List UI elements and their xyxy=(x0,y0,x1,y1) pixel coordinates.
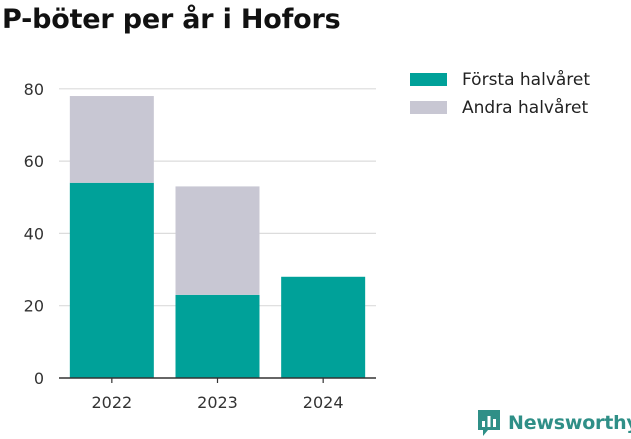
chart-title: P-böter per år i Hofors xyxy=(2,4,341,35)
newsworthy-brand: Newsworthy xyxy=(476,408,631,438)
legend-label-0: Första halvåret xyxy=(462,69,590,90)
bar-2024-series-0 xyxy=(281,276,366,378)
x-tick-label-2022: 2022 xyxy=(91,393,132,412)
x-tick-label-2024: 2024 xyxy=(303,393,344,412)
legend-label-1: Andra halvåret xyxy=(462,97,588,118)
bar-2023-series-0 xyxy=(175,294,260,378)
y-tick-label-60: 60 xyxy=(24,152,44,171)
y-tick-label-0: 0 xyxy=(34,369,44,388)
legend: Första halvåret Andra halvåret xyxy=(410,69,590,118)
legend-swatch-0 xyxy=(410,73,447,86)
y-tick-label-40: 40 xyxy=(24,224,44,243)
x-tick-label-2023: 2023 xyxy=(197,393,238,412)
y-axis-ticks: 0 20 40 60 80 xyxy=(24,80,44,388)
bar-2023-series-1 xyxy=(175,186,260,295)
bar-2022-series-1 xyxy=(69,96,154,183)
bars xyxy=(69,96,366,378)
newsworthy-logo-text: Newsworthy xyxy=(508,412,631,434)
y-tick-label-20: 20 xyxy=(24,297,44,316)
y-tick-label-80: 80 xyxy=(24,80,44,99)
newsworthy-logo-icon xyxy=(478,410,500,436)
x-axis-ticks: 2022 2023 2024 xyxy=(91,378,344,412)
bar-2022-series-0 xyxy=(69,182,154,378)
legend-swatch-1 xyxy=(410,101,447,114)
